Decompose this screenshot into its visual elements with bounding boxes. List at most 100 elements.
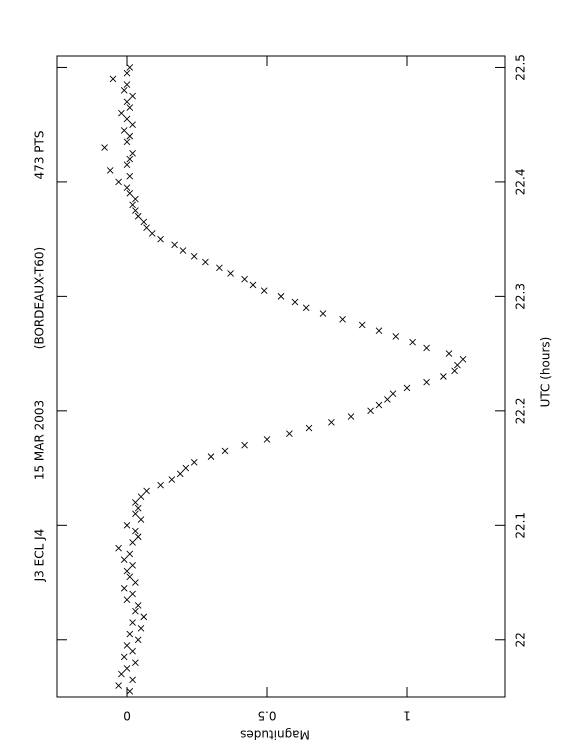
data-point	[126, 64, 134, 71]
data-point	[168, 476, 176, 483]
data-point	[109, 75, 117, 83]
data-point	[367, 407, 374, 415]
data-point	[260, 287, 268, 294]
x-tick-label: 22.3	[514, 283, 528, 310]
data-point	[241, 441, 248, 449]
data-point	[132, 527, 139, 535]
x-tick-label: 22.1	[514, 512, 528, 539]
data-point	[115, 682, 122, 689]
data-point	[129, 562, 136, 569]
data-point	[129, 149, 136, 157]
data-point	[148, 230, 156, 237]
data-point	[137, 625, 145, 632]
annotation: J3 ECL J4	[33, 529, 47, 583]
data-point	[137, 516, 145, 523]
data-point	[171, 241, 178, 249]
data-point	[123, 161, 131, 169]
data-point	[123, 69, 131, 77]
x-axis-label: UTC (hours)	[539, 337, 553, 408]
data-point	[123, 98, 131, 106]
data-point	[129, 619, 136, 626]
data-point	[179, 247, 187, 254]
data-point	[358, 321, 366, 329]
data-point	[409, 338, 416, 346]
data-point	[140, 613, 148, 621]
data-point	[134, 533, 142, 541]
data-point	[263, 436, 271, 443]
annotation: 15 MAR 2003	[33, 400, 47, 480]
data-point	[123, 184, 131, 191]
data-point	[134, 504, 142, 512]
data-point	[137, 493, 145, 501]
data-point	[134, 212, 142, 220]
y-tick-label: 0.5	[257, 709, 276, 723]
data-point	[182, 464, 190, 472]
data-point	[375, 327, 383, 335]
data-point	[126, 172, 134, 180]
data-point	[126, 630, 134, 638]
data-point	[134, 602, 142, 609]
data-point	[389, 390, 397, 397]
data-point	[459, 356, 467, 363]
data-point	[143, 224, 150, 232]
plot-frame	[56, 55, 506, 698]
data-point	[221, 447, 229, 455]
data-point	[140, 218, 148, 226]
data-point	[126, 573, 134, 581]
data-point	[132, 659, 139, 666]
data-point	[423, 378, 430, 386]
data-point	[277, 293, 285, 300]
data-point	[123, 115, 131, 123]
x-tick-label: 22.2	[514, 397, 528, 424]
x-tick-label: 22.4	[514, 169, 528, 196]
data-point	[129, 647, 136, 655]
data-point	[375, 401, 383, 409]
data-point	[403, 384, 411, 392]
annotation: (BORDEAUX-T60)	[33, 247, 47, 349]
data-point	[120, 127, 128, 134]
data-point	[118, 109, 125, 117]
data-point	[216, 264, 223, 272]
data-point	[132, 207, 139, 214]
data-point	[143, 487, 150, 495]
data-point	[302, 304, 310, 312]
data-point	[126, 550, 134, 558]
x-tick-label: 22	[514, 632, 528, 647]
data-point	[106, 167, 114, 174]
data-point	[123, 521, 131, 529]
data-point	[129, 676, 136, 684]
data-point	[126, 687, 134, 695]
data-point	[319, 310, 327, 317]
data-point	[101, 144, 108, 151]
data-point	[451, 367, 458, 375]
data-point	[118, 670, 125, 678]
data-point	[115, 544, 122, 552]
data-point	[126, 190, 134, 197]
annotation: 473 PTS	[33, 131, 47, 180]
data-point	[132, 499, 139, 506]
data-point	[129, 121, 136, 128]
data-point	[305, 424, 313, 432]
data-point	[115, 178, 122, 186]
data-point	[123, 81, 131, 88]
data-point	[445, 350, 453, 357]
data-point	[123, 138, 131, 146]
x-tick-label: 22.5	[514, 54, 528, 81]
data-point	[347, 413, 355, 420]
data-point	[120, 556, 128, 563]
data-point	[123, 665, 131, 672]
data-point	[123, 596, 131, 604]
y-tick-label: 1	[403, 709, 411, 723]
data-point	[123, 642, 131, 649]
data-point	[227, 270, 234, 277]
data-point	[132, 195, 139, 203]
data-point	[129, 539, 136, 546]
data-point	[339, 315, 346, 323]
data-point	[249, 281, 257, 289]
data-point	[129, 92, 136, 100]
data-point	[440, 373, 447, 380]
data-point	[384, 396, 391, 403]
data-point	[190, 459, 198, 466]
data-point	[132, 579, 139, 586]
